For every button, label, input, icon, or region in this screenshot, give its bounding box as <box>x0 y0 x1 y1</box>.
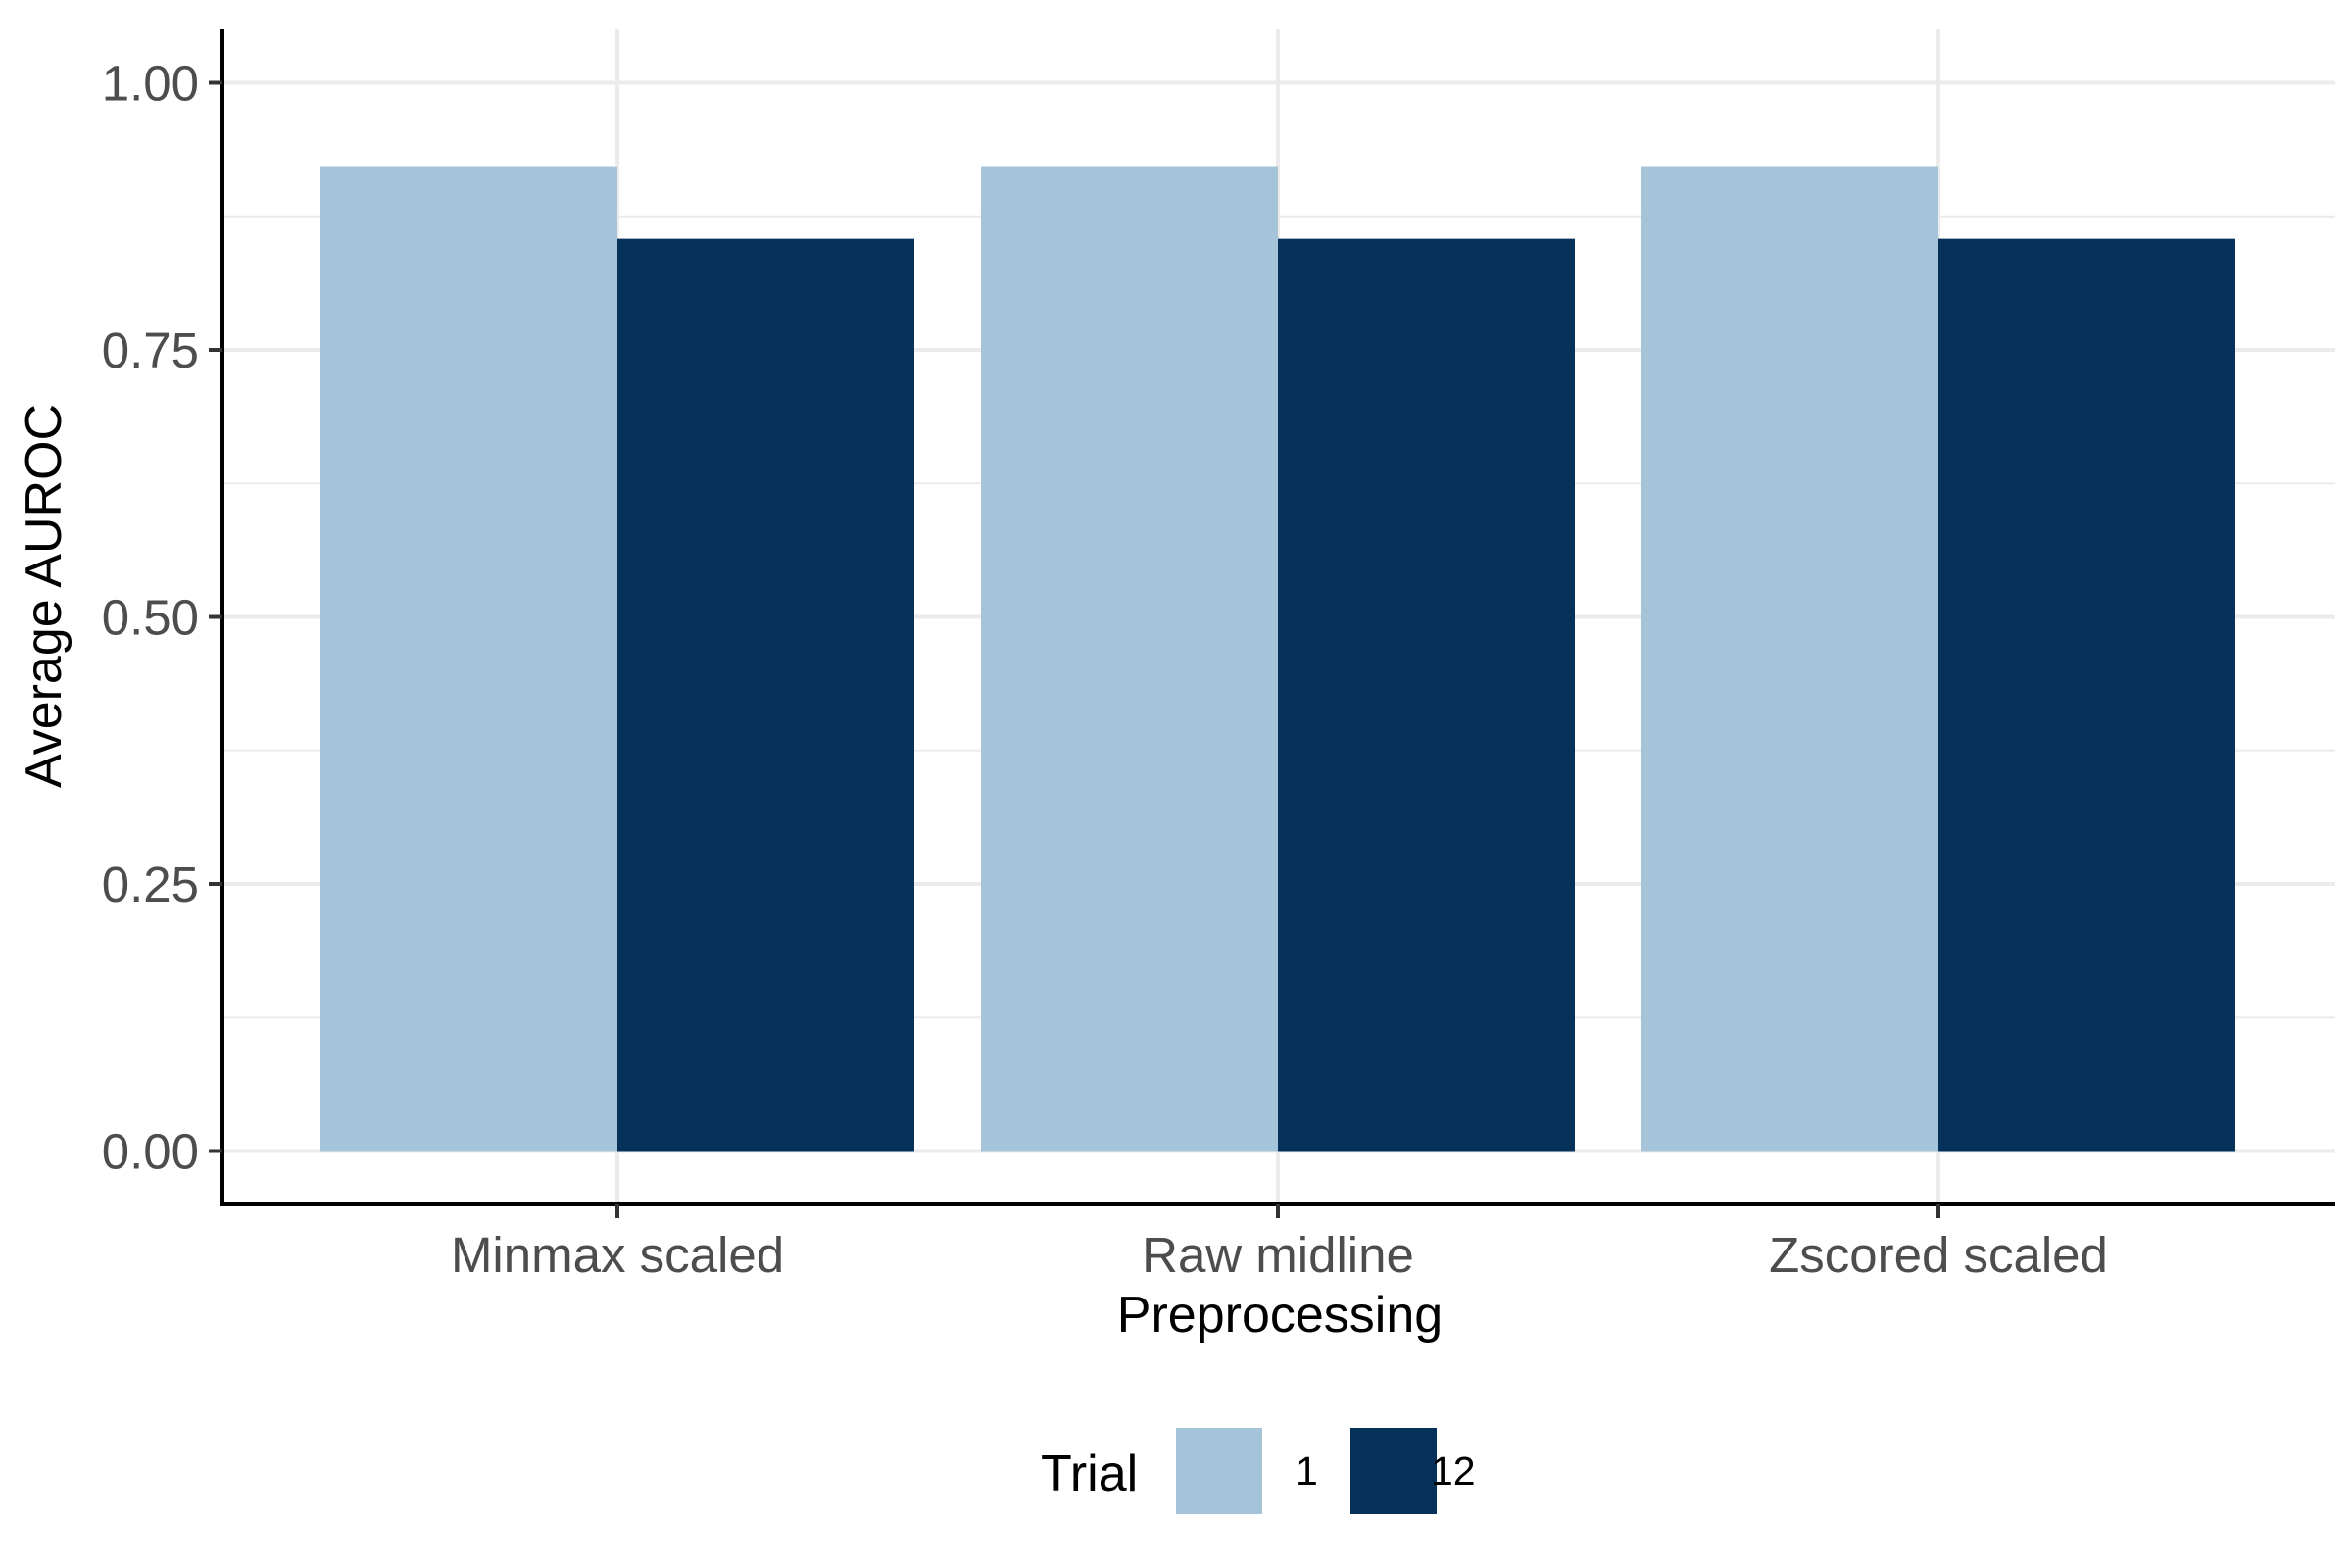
axis-ticks: 0.00 0.25 0.50 0.75 1.00 Minmax scaled Raw mid… <box>102 56 2108 1284</box>
legend-entries: 1 12 <box>1176 1428 1476 1514</box>
x-tick-label: Raw midline <box>1142 1227 1414 1283</box>
y-tick-label: 0.50 <box>102 590 199 646</box>
bar-trial-12-raw-midline <box>1278 238 1575 1152</box>
y-tick-label: 0.00 <box>102 1124 199 1180</box>
bars <box>320 166 2235 1152</box>
y-tick-label: 1.00 <box>102 56 199 112</box>
x-axis-title: Preprocessing <box>1117 1287 1443 1344</box>
y-axis-title: Average AUROC <box>16 404 73 788</box>
y-tick-label: 0.25 <box>102 857 199 912</box>
legend-label-1: 1 <box>1296 1448 1318 1494</box>
bar-trial-1-minmax-scaled <box>320 166 617 1152</box>
x-tick-label: Minmax scaled <box>451 1227 784 1283</box>
bar-trial-12-minmax-scaled <box>617 238 914 1152</box>
bar-trial-12-zscored-scaled <box>1938 238 2235 1152</box>
legend-title: Trial <box>1041 1446 1138 1502</box>
x-tick-label: Zscored scaled <box>1769 1227 2108 1283</box>
bar-trial-1-raw-midline <box>981 166 1278 1152</box>
y-tick-label: 0.75 <box>102 322 199 378</box>
legend-label-12: 12 <box>1431 1448 1476 1494</box>
legend: Trial 1 12 <box>1041 1428 1476 1514</box>
bar-trial-1-zscored-scaled <box>1642 166 1938 1152</box>
legend-key-12 <box>1350 1428 1437 1514</box>
legend-key-1 <box>1176 1428 1262 1514</box>
